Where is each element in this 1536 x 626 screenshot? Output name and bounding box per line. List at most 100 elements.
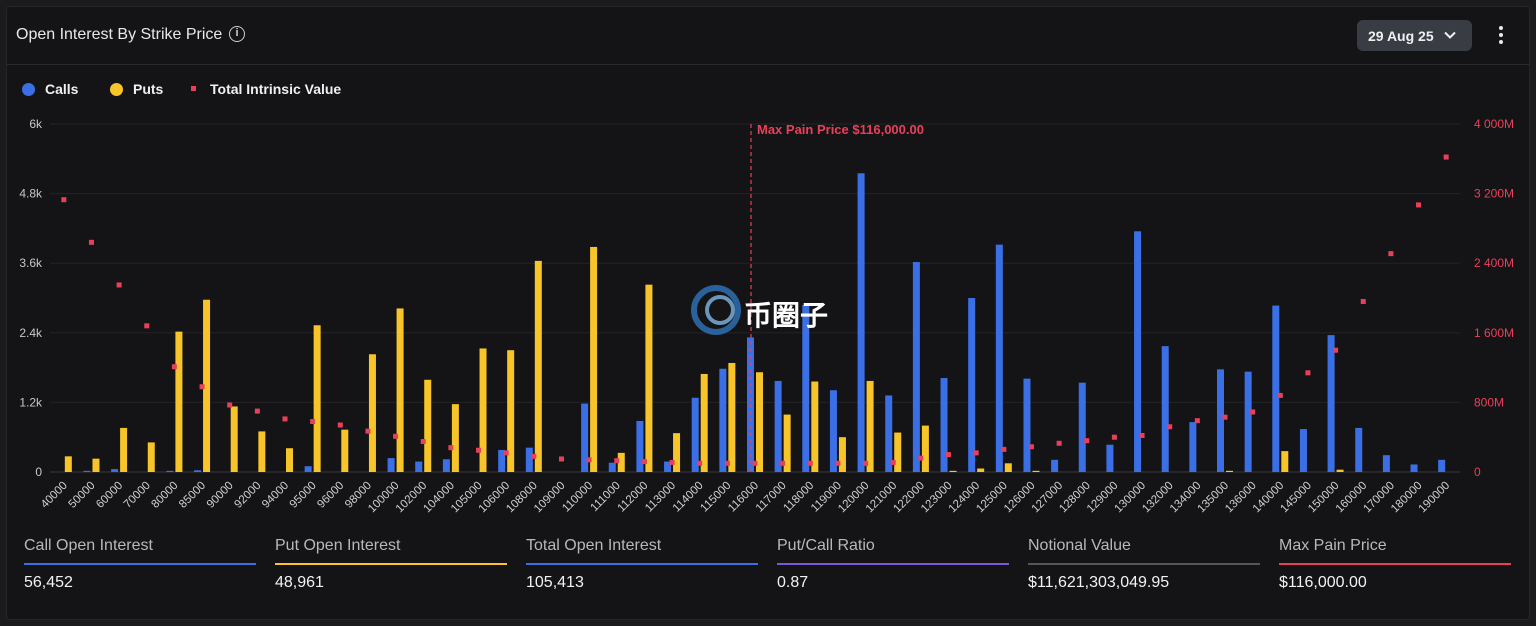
more-options-icon[interactable] — [1491, 23, 1511, 49]
call-bar — [1161, 346, 1169, 472]
intrinsic-point — [144, 323, 150, 329]
puts-swatch — [110, 83, 123, 96]
put-bar — [479, 348, 487, 472]
call-bar — [1244, 371, 1252, 472]
stat-put-call-ratio: Put/Call Ratio 0.87 — [777, 520, 1009, 610]
x-tick-label: 94000 — [260, 480, 291, 511]
call-bar — [194, 470, 202, 472]
call-bar — [415, 461, 423, 472]
y-left-tick-label: 1.2k — [19, 395, 43, 409]
x-tick-label: 80000 — [149, 480, 180, 511]
y-left-tick-label: 6k — [29, 117, 43, 131]
call-bar — [442, 459, 450, 472]
card-title: Open Interest By Strike Price — [16, 26, 223, 43]
put-bar — [1032, 470, 1040, 472]
put-bar — [617, 452, 625, 472]
bars-layer — [64, 173, 1446, 473]
call-bar — [608, 462, 616, 472]
stat-notional-value-label: Notional Value — [1028, 537, 1131, 554]
intrinsic-point — [61, 197, 67, 203]
put-bar — [120, 427, 128, 472]
intrinsic-point — [1360, 298, 1366, 304]
y-left-tick-label: 3.6k — [19, 256, 43, 270]
intrinsic-point — [1416, 202, 1422, 208]
intrinsic-point — [448, 445, 454, 451]
intrinsic-point — [558, 456, 564, 462]
stat-notional-value-bar — [1028, 563, 1260, 565]
put-bar — [1281, 451, 1289, 472]
chevron-down-icon — [1444, 31, 1456, 39]
put-bar — [147, 442, 155, 472]
max-pain-layer: Max Pain Price $116,000.00 — [750, 122, 924, 472]
put-bar — [451, 404, 459, 472]
intrinsic-point — [697, 460, 703, 466]
intrinsic-point — [476, 447, 482, 453]
stats-row: Call Open Interest 56,452 Put Open Inter… — [0, 520, 1536, 614]
call-bar — [912, 262, 920, 472]
call-bar — [802, 304, 810, 472]
call-bar — [1134, 231, 1142, 472]
put-bar — [507, 350, 515, 472]
intrinsic-point — [946, 452, 952, 458]
stat-max-pain-value: $116,000.00 — [1279, 574, 1367, 591]
call-bar — [995, 244, 1003, 472]
call-bar — [1438, 459, 1446, 472]
call-bar — [83, 470, 91, 472]
put-bar — [424, 379, 432, 472]
call-bar — [1327, 335, 1335, 472]
intrinsic-swatch — [191, 86, 196, 91]
y-right-tick-label: 3 200M — [1474, 187, 1514, 201]
legend-intrinsic-label: Total Intrinsic Value — [210, 81, 342, 97]
put-bar — [838, 437, 846, 472]
call-bar — [1299, 429, 1307, 472]
intrinsic-point — [1194, 418, 1200, 424]
intrinsic-point — [586, 457, 592, 463]
intrinsic-point — [365, 428, 371, 434]
intrinsic-point — [227, 402, 233, 408]
intrinsic-point — [1305, 370, 1311, 376]
intrinsic-point — [420, 439, 426, 445]
intrinsic-point — [337, 422, 343, 428]
intrinsic-point — [724, 460, 730, 466]
put-bar — [756, 372, 763, 472]
call-bar — [885, 395, 893, 472]
call-bar — [1382, 455, 1390, 472]
x-tick-label: 70000 — [122, 480, 153, 511]
intrinsic-point — [1139, 432, 1145, 438]
x-tick-label: 190000 — [1417, 480, 1453, 516]
info-icon[interactable]: i — [229, 26, 245, 42]
stat-put-call-ratio-label: Put/Call Ratio — [777, 537, 875, 554]
stat-call-oi-label: Call Open Interest — [24, 537, 153, 554]
stat-put-oi-bar — [275, 563, 507, 565]
call-bar — [1078, 382, 1086, 472]
intrinsic-point — [171, 364, 177, 370]
x-tick-label: 40000 — [39, 480, 70, 511]
stat-call-oi-value: 56,452 — [24, 574, 73, 591]
open-interest-chart: 0 1.2k 2.4k 3.6k 4.8k 6k 0 800M 1 600M 2 400M 3 20… — [19, 117, 1514, 516]
intrinsic-dots-layer — [61, 154, 1449, 466]
call-bar — [1051, 459, 1059, 472]
intrinsic-point — [1056, 440, 1062, 446]
legend-puts-label: Puts — [133, 81, 164, 97]
y-left-tick-label: 0 — [35, 465, 42, 479]
x-tick-label: 85000 — [177, 480, 208, 511]
put-bar — [92, 458, 100, 472]
call-bar — [1410, 464, 1418, 472]
legend-calls-label: Calls — [45, 81, 79, 97]
put-bar — [64, 456, 72, 472]
put-bar — [313, 325, 321, 472]
intrinsic-point — [1167, 424, 1173, 430]
put-bar — [949, 470, 957, 472]
x-tick-label: 95000 — [288, 480, 319, 511]
y-right-tick-label: 1 600M — [1474, 326, 1514, 340]
intrinsic-point — [1250, 409, 1256, 415]
intrinsic-point — [1028, 444, 1034, 450]
put-bar — [894, 432, 902, 472]
put-bar — [534, 260, 542, 472]
expiry-date-dropdown[interactable]: 29 Aug 25 — [1357, 20, 1472, 51]
x-tick-label: 96000 — [315, 480, 346, 511]
intrinsic-point — [807, 460, 813, 466]
call-bar — [1272, 305, 1280, 472]
stat-put-oi: Put Open Interest 48,961 — [275, 520, 507, 610]
intrinsic-point — [393, 433, 399, 439]
